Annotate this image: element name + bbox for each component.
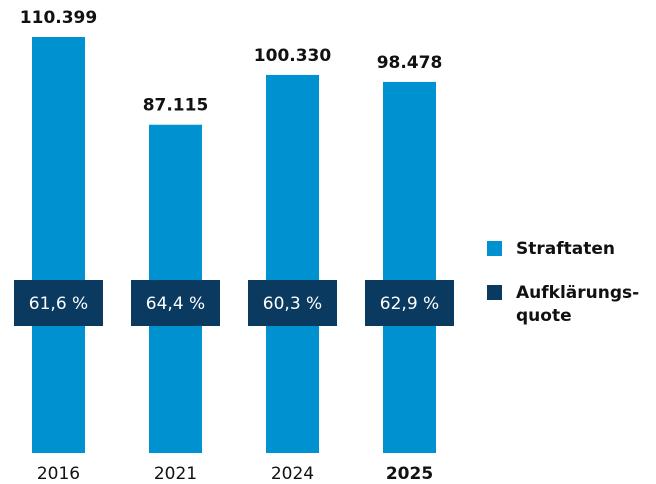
x-tick-label: 2024 [271, 464, 314, 484]
legend-swatch [487, 241, 502, 256]
rate-box [365, 280, 454, 326]
legend-item: Aufklärungs-quote [487, 282, 640, 328]
rate-label: 64,4 % [146, 294, 205, 314]
value-label: 87.115 [143, 96, 209, 116]
rate-label: 60,3 % [263, 294, 322, 314]
rate-label: 62,9 % [380, 294, 439, 314]
value-label: 100.330 [254, 46, 332, 66]
rate-label: 61,6 % [29, 294, 88, 314]
x-tick-label: 2025 [386, 464, 433, 484]
legend-item: Straftaten [487, 238, 646, 261]
legend-label: Straftaten [516, 239, 615, 259]
legend-label: Aufklärungs-quote [516, 283, 640, 326]
bar [32, 37, 85, 453]
rate-box [131, 280, 220, 326]
legend-swatch [487, 285, 502, 300]
rate-box [14, 280, 103, 326]
bar [383, 81, 436, 454]
value-label: 110.399 [20, 8, 97, 28]
x-tick-label: 2016 [37, 464, 80, 484]
chart: 110.399 61,6 % 2016 87.115 64,4 % 2021 100.330… [14, 8, 454, 484]
bar [266, 74, 319, 454]
value-label: 98.478 [377, 53, 443, 73]
rate-box [248, 280, 337, 326]
x-tick-label: 2021 [154, 464, 197, 484]
